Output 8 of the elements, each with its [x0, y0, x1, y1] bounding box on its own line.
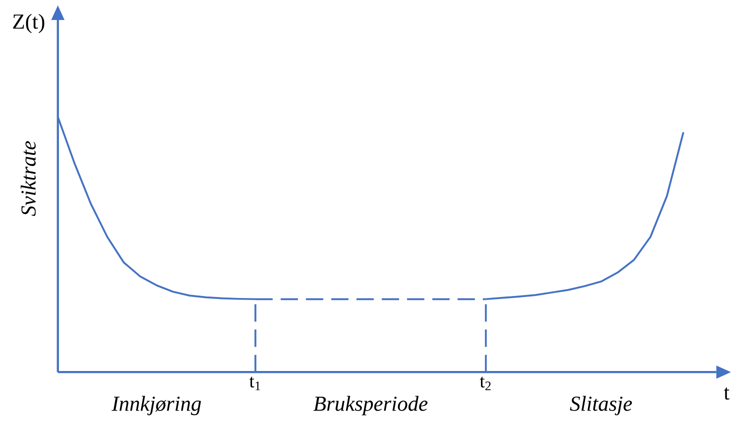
text: Bruksperiode	[313, 396, 428, 416]
text: Innkjøring	[112, 396, 201, 416]
x-tick-label: t$_{1}$	[249, 376, 260, 390]
text: Sviktrate	[20, 141, 36, 216]
text: Slitasje	[570, 396, 632, 416]
x-tick-label: t$_{2}$	[480, 376, 491, 390]
x-axis-title: t	[724, 387, 730, 400]
y-axis-title: Z(t)	[13, 14, 44, 34]
